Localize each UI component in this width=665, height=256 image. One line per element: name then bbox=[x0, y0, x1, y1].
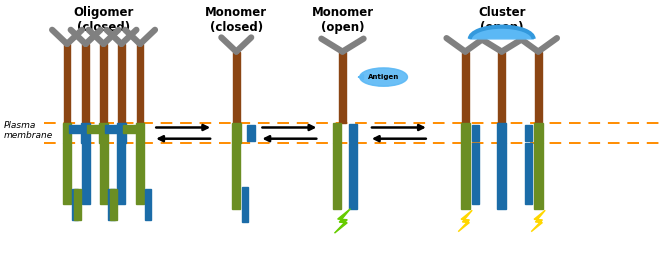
Bar bbox=[100, 44, 107, 123]
Bar bbox=[118, 44, 125, 123]
Bar bbox=[471, 143, 479, 204]
Bar bbox=[117, 123, 126, 143]
Bar bbox=[497, 123, 506, 143]
Bar bbox=[233, 52, 239, 123]
Bar bbox=[64, 44, 70, 123]
Bar bbox=[535, 52, 541, 123]
Bar bbox=[63, 143, 71, 204]
Bar bbox=[498, 52, 505, 123]
Bar bbox=[461, 123, 469, 143]
Bar bbox=[232, 123, 241, 143]
Bar bbox=[525, 125, 532, 141]
Bar bbox=[525, 143, 532, 204]
Bar bbox=[118, 143, 126, 204]
Bar bbox=[241, 187, 248, 222]
Bar bbox=[136, 123, 144, 143]
Bar bbox=[74, 189, 81, 220]
Bar bbox=[247, 125, 255, 141]
Bar bbox=[136, 143, 144, 204]
Bar bbox=[87, 125, 102, 133]
Bar bbox=[332, 143, 341, 209]
Bar bbox=[105, 125, 120, 133]
Bar bbox=[110, 189, 117, 220]
Bar bbox=[69, 125, 84, 133]
Bar bbox=[462, 52, 469, 123]
Bar bbox=[339, 52, 346, 123]
Bar bbox=[534, 143, 543, 209]
Polygon shape bbox=[458, 210, 472, 232]
Bar bbox=[497, 143, 506, 209]
Bar bbox=[100, 143, 108, 204]
Wedge shape bbox=[470, 27, 533, 39]
Bar bbox=[471, 125, 479, 141]
Polygon shape bbox=[334, 209, 350, 233]
Bar bbox=[348, 124, 357, 142]
Bar bbox=[348, 143, 357, 209]
Bar bbox=[137, 44, 144, 123]
Bar bbox=[82, 143, 90, 204]
Bar bbox=[82, 44, 89, 123]
Polygon shape bbox=[531, 210, 545, 232]
Text: Antigen: Antigen bbox=[368, 74, 399, 80]
Bar bbox=[63, 123, 71, 143]
Bar bbox=[124, 125, 138, 133]
Bar bbox=[534, 123, 543, 143]
Text: Cluster
(open): Cluster (open) bbox=[478, 6, 525, 34]
Bar bbox=[72, 189, 78, 220]
Bar bbox=[81, 123, 90, 143]
Text: Oligomer
(closed): Oligomer (closed) bbox=[73, 6, 134, 34]
Bar bbox=[145, 189, 152, 220]
Bar bbox=[108, 189, 115, 220]
Text: Monomer
(open): Monomer (open) bbox=[311, 6, 374, 34]
Bar bbox=[332, 123, 341, 143]
Circle shape bbox=[360, 68, 408, 86]
Bar bbox=[99, 123, 108, 143]
Text: Monomer
(closed): Monomer (closed) bbox=[205, 6, 267, 34]
Text: Plasma
membrane: Plasma membrane bbox=[4, 121, 53, 140]
Bar bbox=[461, 143, 469, 209]
Bar bbox=[232, 143, 240, 209]
